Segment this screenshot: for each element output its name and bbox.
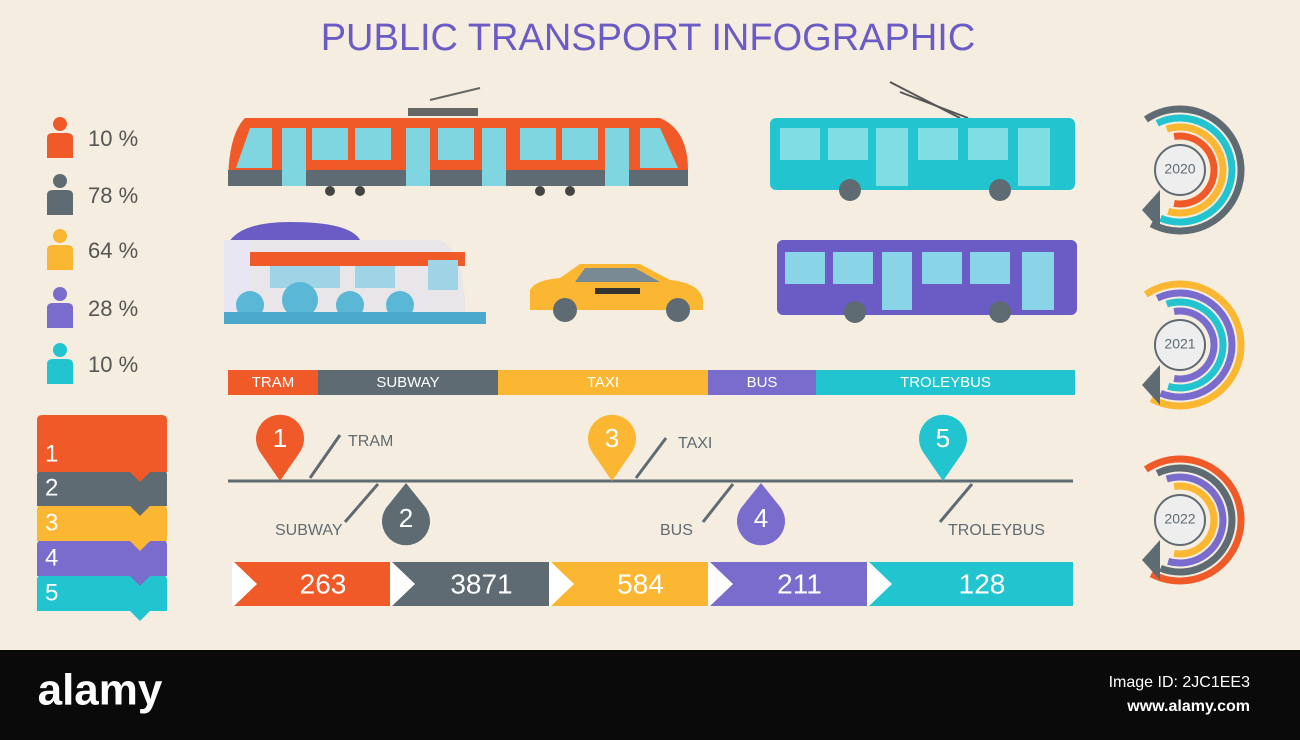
mode-segment bbox=[816, 370, 1075, 395]
step-tab bbox=[37, 505, 167, 551]
step-number: 4 bbox=[45, 544, 58, 571]
year-ring bbox=[1155, 464, 1236, 576]
count-value: 584 bbox=[617, 568, 664, 599]
person-head bbox=[53, 117, 67, 131]
count-chevron bbox=[710, 562, 867, 606]
person-body bbox=[47, 359, 73, 384]
pin-connector bbox=[308, 434, 342, 479]
year-ring bbox=[1155, 114, 1236, 226]
footer-bar bbox=[0, 650, 1300, 740]
person-body bbox=[47, 190, 73, 215]
count-chevron bbox=[392, 562, 549, 606]
count-chevron bbox=[551, 562, 708, 606]
step-tab bbox=[37, 575, 167, 621]
pin-connector bbox=[634, 437, 668, 479]
pin-connector bbox=[938, 483, 974, 523]
count-value: 128 bbox=[959, 568, 1006, 599]
timeline-pin bbox=[919, 414, 967, 481]
step-number: 2 bbox=[45, 474, 58, 501]
year-ring bbox=[1165, 123, 1227, 217]
person-body bbox=[47, 133, 73, 158]
mode-segment bbox=[228, 370, 318, 395]
mode-segment bbox=[708, 370, 816, 395]
count-value: 263 bbox=[300, 568, 347, 599]
person-percent: 10 % bbox=[88, 352, 138, 377]
tram-illustration bbox=[228, 87, 688, 196]
person-percent: 64 % bbox=[88, 238, 138, 263]
pin-number: 3 bbox=[605, 423, 619, 453]
pin-connector bbox=[343, 483, 380, 523]
footer-logo: alamy bbox=[38, 666, 163, 715]
year-label: 2022 bbox=[1164, 511, 1195, 527]
year-arrow bbox=[1142, 540, 1160, 580]
year-ring bbox=[1165, 298, 1227, 392]
mode-label: TROLEYBUS bbox=[900, 374, 991, 391]
mode-label: TRAM bbox=[252, 374, 295, 391]
person-head bbox=[53, 174, 67, 188]
year-ring bbox=[1143, 280, 1245, 410]
year-label: 2020 bbox=[1164, 161, 1195, 177]
year-ring bbox=[1155, 289, 1236, 401]
year-ring bbox=[1173, 132, 1218, 208]
year-ring bbox=[1165, 473, 1227, 567]
person-head bbox=[53, 343, 67, 357]
count-chevron bbox=[869, 562, 1073, 606]
year-ring bbox=[1173, 482, 1218, 558]
mode-segment bbox=[498, 370, 708, 395]
count-value: 211 bbox=[777, 568, 822, 599]
bus-illustration bbox=[777, 240, 1077, 323]
pin-number: 2 bbox=[399, 503, 413, 533]
pin-connector bbox=[701, 483, 735, 523]
footer-site: www.alamy.com bbox=[1126, 698, 1250, 715]
background bbox=[0, 0, 1300, 650]
year-ring bbox=[1143, 105, 1245, 235]
timeline-drop bbox=[737, 483, 785, 546]
year-badge bbox=[1154, 319, 1206, 371]
pin-label: TROLEYBUS bbox=[948, 522, 1045, 539]
pin-label: TAXI bbox=[678, 435, 712, 452]
pin-number: 5 bbox=[936, 423, 950, 453]
person-head bbox=[53, 287, 67, 301]
person-percent: 28 % bbox=[88, 296, 138, 321]
count-chevron bbox=[234, 562, 390, 606]
pin-number: 4 bbox=[754, 503, 768, 533]
pin-label: SUBWAY bbox=[275, 522, 343, 539]
person-body bbox=[47, 303, 73, 328]
mode-label: SUBWAY bbox=[376, 374, 439, 391]
timeline-drop bbox=[382, 483, 430, 546]
pin-label: TRAM bbox=[348, 433, 393, 450]
year-ring bbox=[1143, 455, 1245, 585]
person-head bbox=[53, 229, 67, 243]
step-tab bbox=[37, 415, 167, 482]
step-number: 1 bbox=[45, 440, 58, 467]
person-percent: 78 % bbox=[88, 183, 138, 208]
subway-illustration bbox=[224, 222, 486, 324]
year-label: 2021 bbox=[1164, 336, 1195, 352]
year-arrow bbox=[1142, 365, 1160, 405]
pin-number: 1 bbox=[273, 423, 287, 453]
step-number: 3 bbox=[45, 509, 58, 536]
image-id: Image ID: 2JC1EE3 bbox=[1109, 674, 1251, 691]
year-arrow bbox=[1142, 190, 1160, 230]
year-ring bbox=[1173, 307, 1218, 383]
timeline-pin bbox=[256, 414, 304, 481]
timeline-pin bbox=[588, 414, 636, 481]
step-tab bbox=[37, 470, 167, 516]
step-tab bbox=[37, 540, 167, 586]
mode-label: TAXI bbox=[587, 374, 619, 391]
trolleybus-illustration bbox=[770, 81, 1075, 201]
person-percent: 10 % bbox=[88, 126, 138, 151]
mode-segment bbox=[318, 370, 498, 395]
count-value: 3871 bbox=[450, 568, 512, 599]
taxi-illustration bbox=[530, 264, 703, 322]
step-number: 5 bbox=[45, 579, 58, 606]
year-badge bbox=[1154, 494, 1206, 546]
title: PUBLIC TRANSPORT INFOGRAPHIC bbox=[321, 17, 976, 59]
mode-label: BUS bbox=[747, 374, 778, 391]
person-body bbox=[47, 245, 73, 270]
pin-label: BUS bbox=[660, 522, 693, 539]
year-badge bbox=[1154, 144, 1206, 196]
